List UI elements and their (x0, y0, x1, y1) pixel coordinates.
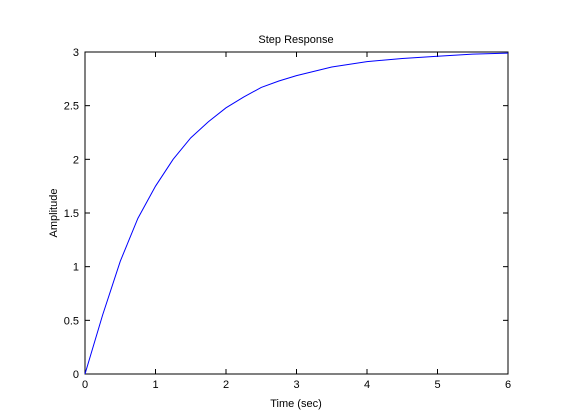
x-axis-label: Time (sec) (270, 398, 322, 410)
response-line (84, 52, 509, 375)
y-tick-label: 1.5 (64, 208, 79, 220)
y-tick-label: 2 (73, 154, 79, 166)
x-tick-label: 0 (82, 379, 88, 391)
y-tick-label: 0.5 (64, 315, 79, 327)
x-tick-label: 6 (505, 379, 511, 391)
y-tick-label: 2.5 (64, 101, 79, 113)
y-tick-label: 1 (73, 262, 79, 274)
chart-title: Step Response (258, 34, 333, 46)
x-tick-label: 3 (293, 379, 299, 391)
x-tick-label: 5 (434, 379, 440, 391)
y-axis-label: Amplitude (48, 189, 60, 238)
x-tick-label: 2 (223, 379, 229, 391)
y-tick-label: 0 (73, 369, 79, 381)
plot-box (84, 51, 509, 375)
y-tick-label: 3 (73, 47, 79, 59)
x-tick-label: 4 (364, 379, 370, 391)
x-tick-label: 1 (152, 379, 158, 391)
